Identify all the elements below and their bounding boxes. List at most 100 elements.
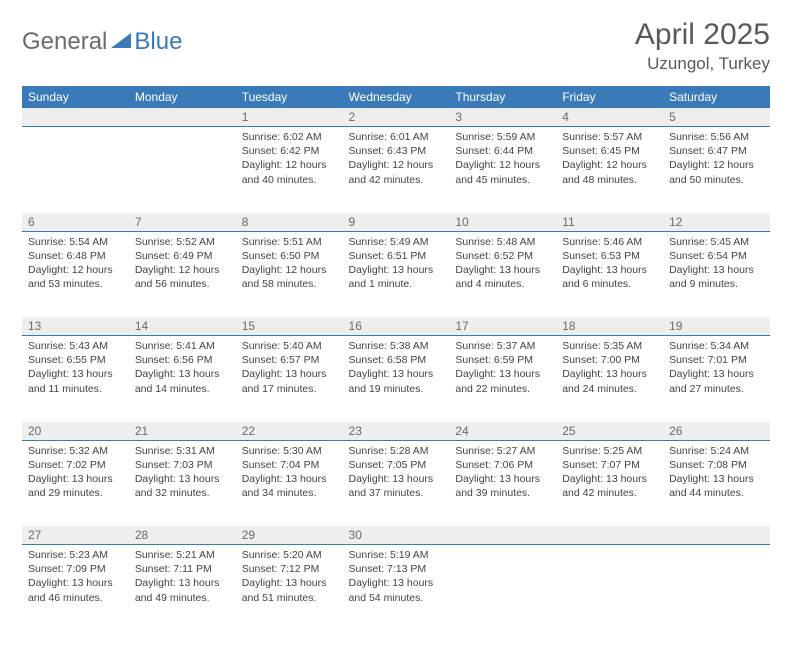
day-cell: Sunrise: 5:43 AMSunset: 6:55 PMDaylight:… <box>22 336 129 422</box>
day-number-cell: 19 <box>663 317 770 336</box>
day-data: Sunrise: 5:27 AMSunset: 7:06 PMDaylight:… <box>449 441 556 507</box>
day-number-cell <box>449 526 556 545</box>
day-data: Sunrise: 5:40 AMSunset: 6:57 PMDaylight:… <box>236 336 343 402</box>
day-cell: Sunrise: 5:37 AMSunset: 6:59 PMDaylight:… <box>449 336 556 422</box>
col-sat: Saturday <box>663 86 770 108</box>
day-cell: Sunrise: 5:25 AMSunset: 7:07 PMDaylight:… <box>556 440 663 526</box>
day-data: Sunrise: 5:38 AMSunset: 6:58 PMDaylight:… <box>343 336 450 402</box>
day-number-cell: 22 <box>236 422 343 441</box>
day-data: Sunrise: 5:45 AMSunset: 6:54 PMDaylight:… <box>663 232 770 298</box>
day-cell <box>22 127 129 213</box>
day-number-cell: 8 <box>236 213 343 232</box>
day-number-cell: 2 <box>343 108 450 127</box>
day-cell: Sunrise: 6:02 AMSunset: 6:42 PMDaylight:… <box>236 127 343 213</box>
title-block: April 2025 Uzungol, Turkey <box>635 18 770 74</box>
day-cell: Sunrise: 5:38 AMSunset: 6:58 PMDaylight:… <box>343 336 450 422</box>
day-data: Sunrise: 5:49 AMSunset: 6:51 PMDaylight:… <box>343 232 450 298</box>
day-cell: Sunrise: 5:52 AMSunset: 6:49 PMDaylight:… <box>129 231 236 317</box>
day-cell: Sunrise: 5:45 AMSunset: 6:54 PMDaylight:… <box>663 231 770 317</box>
day-data: Sunrise: 5:19 AMSunset: 7:13 PMDaylight:… <box>343 545 450 611</box>
col-mon: Monday <box>129 86 236 108</box>
day-data: Sunrise: 5:43 AMSunset: 6:55 PMDaylight:… <box>22 336 129 402</box>
header: General Blue April 2025 Uzungol, Turkey <box>22 18 770 74</box>
day-cell: Sunrise: 5:40 AMSunset: 6:57 PMDaylight:… <box>236 336 343 422</box>
day-number-cell: 17 <box>449 317 556 336</box>
day-cell: Sunrise: 5:34 AMSunset: 7:01 PMDaylight:… <box>663 336 770 422</box>
day-number-row: 27282930 <box>22 526 770 545</box>
logo-text-1: General <box>22 28 107 56</box>
day-data: Sunrise: 5:51 AMSunset: 6:50 PMDaylight:… <box>236 232 343 298</box>
day-number-row: 6789101112 <box>22 213 770 232</box>
day-cell: Sunrise: 5:24 AMSunset: 7:08 PMDaylight:… <box>663 440 770 526</box>
day-number-cell: 26 <box>663 422 770 441</box>
day-cell: Sunrise: 5:49 AMSunset: 6:51 PMDaylight:… <box>343 231 450 317</box>
day-cell <box>129 127 236 213</box>
logo-text-2: Blue <box>134 28 182 56</box>
day-data: Sunrise: 5:25 AMSunset: 7:07 PMDaylight:… <box>556 441 663 507</box>
day-cell <box>449 545 556 631</box>
day-cell <box>663 545 770 631</box>
day-number-row: 12345 <box>22 108 770 127</box>
col-tue: Tuesday <box>236 86 343 108</box>
day-number-cell: 30 <box>343 526 450 545</box>
day-cell: Sunrise: 5:32 AMSunset: 7:02 PMDaylight:… <box>22 440 129 526</box>
week-row: Sunrise: 6:02 AMSunset: 6:42 PMDaylight:… <box>22 127 770 213</box>
day-data: Sunrise: 5:24 AMSunset: 7:08 PMDaylight:… <box>663 441 770 507</box>
day-data: Sunrise: 5:37 AMSunset: 6:59 PMDaylight:… <box>449 336 556 402</box>
day-number-cell: 16 <box>343 317 450 336</box>
day-cell: Sunrise: 5:56 AMSunset: 6:47 PMDaylight:… <box>663 127 770 213</box>
day-number-cell: 13 <box>22 317 129 336</box>
weekday-header-row: Sunday Monday Tuesday Wednesday Thursday… <box>22 86 770 108</box>
day-number-cell: 1 <box>236 108 343 127</box>
day-number-cell: 14 <box>129 317 236 336</box>
day-cell: Sunrise: 5:21 AMSunset: 7:11 PMDaylight:… <box>129 545 236 631</box>
day-data: Sunrise: 5:59 AMSunset: 6:44 PMDaylight:… <box>449 127 556 193</box>
day-number-cell: 24 <box>449 422 556 441</box>
day-number-cell <box>22 108 129 127</box>
day-cell: Sunrise: 5:51 AMSunset: 6:50 PMDaylight:… <box>236 231 343 317</box>
day-number-cell: 6 <box>22 213 129 232</box>
day-number-cell <box>129 108 236 127</box>
day-cell: Sunrise: 5:23 AMSunset: 7:09 PMDaylight:… <box>22 545 129 631</box>
day-cell: Sunrise: 5:46 AMSunset: 6:53 PMDaylight:… <box>556 231 663 317</box>
day-number-cell: 25 <box>556 422 663 441</box>
day-number-cell: 9 <box>343 213 450 232</box>
day-number-cell: 27 <box>22 526 129 545</box>
day-data: Sunrise: 5:57 AMSunset: 6:45 PMDaylight:… <box>556 127 663 193</box>
day-data: Sunrise: 5:56 AMSunset: 6:47 PMDaylight:… <box>663 127 770 193</box>
day-data: Sunrise: 5:54 AMSunset: 6:48 PMDaylight:… <box>22 232 129 298</box>
col-sun: Sunday <box>22 86 129 108</box>
logo-triangle-icon <box>111 31 131 53</box>
day-data: Sunrise: 5:23 AMSunset: 7:09 PMDaylight:… <box>22 545 129 611</box>
day-number-cell: 4 <box>556 108 663 127</box>
day-number-cell <box>663 526 770 545</box>
day-number-cell: 23 <box>343 422 450 441</box>
day-data: Sunrise: 6:02 AMSunset: 6:42 PMDaylight:… <box>236 127 343 193</box>
day-data: Sunrise: 5:34 AMSunset: 7:01 PMDaylight:… <box>663 336 770 402</box>
week-row: Sunrise: 5:32 AMSunset: 7:02 PMDaylight:… <box>22 440 770 526</box>
col-thu: Thursday <box>449 86 556 108</box>
day-number-cell: 10 <box>449 213 556 232</box>
day-number-cell: 21 <box>129 422 236 441</box>
day-number-cell: 5 <box>663 108 770 127</box>
week-row: Sunrise: 5:43 AMSunset: 6:55 PMDaylight:… <box>22 336 770 422</box>
day-data: Sunrise: 5:28 AMSunset: 7:05 PMDaylight:… <box>343 441 450 507</box>
day-data: Sunrise: 5:20 AMSunset: 7:12 PMDaylight:… <box>236 545 343 611</box>
day-data: Sunrise: 5:48 AMSunset: 6:52 PMDaylight:… <box>449 232 556 298</box>
day-cell: Sunrise: 5:30 AMSunset: 7:04 PMDaylight:… <box>236 440 343 526</box>
day-number-cell: 12 <box>663 213 770 232</box>
day-data: Sunrise: 5:41 AMSunset: 6:56 PMDaylight:… <box>129 336 236 402</box>
day-data: Sunrise: 5:30 AMSunset: 7:04 PMDaylight:… <box>236 441 343 507</box>
day-number-cell: 15 <box>236 317 343 336</box>
day-cell: Sunrise: 5:27 AMSunset: 7:06 PMDaylight:… <box>449 440 556 526</box>
logo: General Blue <box>22 18 182 56</box>
month-title: April 2025 <box>635 18 770 52</box>
day-number-cell: 7 <box>129 213 236 232</box>
day-cell: Sunrise: 5:20 AMSunset: 7:12 PMDaylight:… <box>236 545 343 631</box>
day-cell: Sunrise: 5:28 AMSunset: 7:05 PMDaylight:… <box>343 440 450 526</box>
day-number-cell: 28 <box>129 526 236 545</box>
day-cell <box>556 545 663 631</box>
calendar-table: Sunday Monday Tuesday Wednesday Thursday… <box>22 86 770 631</box>
day-cell: Sunrise: 5:35 AMSunset: 7:00 PMDaylight:… <box>556 336 663 422</box>
day-cell: Sunrise: 5:59 AMSunset: 6:44 PMDaylight:… <box>449 127 556 213</box>
